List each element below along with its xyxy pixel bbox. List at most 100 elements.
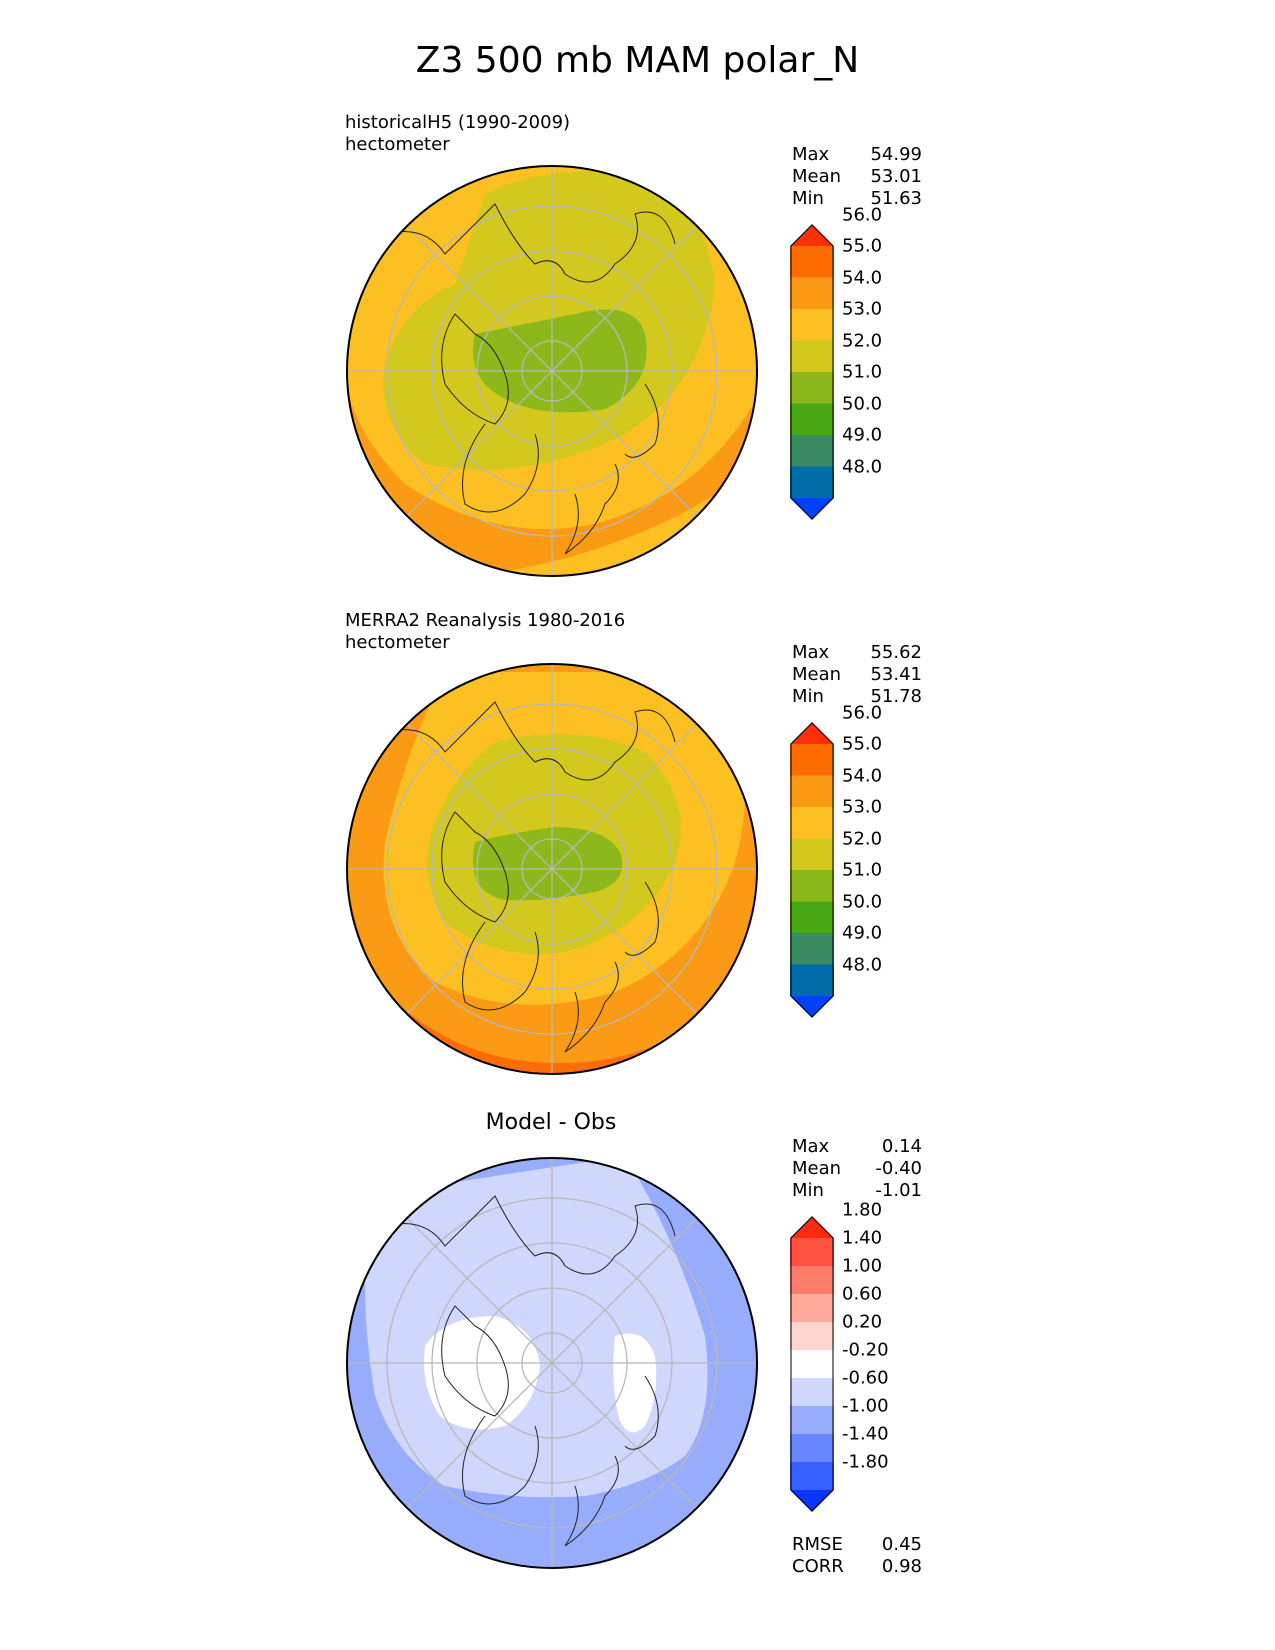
stat-value: -1.01 bbox=[875, 1180, 922, 1201]
colorbar-swatch bbox=[790, 277, 834, 309]
colorbar-swatch bbox=[790, 964, 834, 996]
colorbar-swatch bbox=[790, 403, 834, 435]
colorbar-ticks: 48.0 49.0 50.0 51.0 52.0 53.0 54.0 55.0 56.0 bbox=[842, 702, 922, 1018]
colorbar-swatch bbox=[790, 435, 834, 467]
stats-box: Max 0.14 Mean -0.40 Min -1.01 bbox=[792, 1136, 922, 1202]
colorbar-tick-label: 50.0 bbox=[842, 891, 883, 912]
map-boundary bbox=[346, 1157, 758, 1569]
stat-label: Min bbox=[792, 188, 824, 209]
colorbar-tick-label: 55.0 bbox=[842, 733, 883, 755]
stat-value: 54.99 bbox=[870, 144, 922, 165]
colorbar-swatch bbox=[790, 1350, 834, 1378]
colorbar-swatch bbox=[790, 901, 834, 933]
colorbar-outline bbox=[790, 1216, 834, 1512]
colorbar-tick-label: 55.0 bbox=[842, 235, 883, 257]
graticule bbox=[347, 166, 757, 576]
colorbar-swatch bbox=[790, 498, 834, 520]
colorbar-tick-label: -1.80 bbox=[842, 1451, 889, 1473]
field-band-zero bbox=[424, 1316, 540, 1430]
panel-units: hectometer bbox=[345, 134, 450, 155]
panel-obs: MERRA2 Reanalysis 1980-2016 hectometer M… bbox=[0, 610, 1275, 1090]
colorbar bbox=[790, 224, 834, 520]
panel-units: hectometer bbox=[345, 632, 450, 653]
stat-mean: Mean -0.40 bbox=[792, 1158, 922, 1180]
colorbar-swatch bbox=[790, 1406, 834, 1434]
stat-value: 53.41 bbox=[870, 664, 922, 685]
stat-label: Max bbox=[792, 642, 830, 663]
stats-box: Max 55.62 Mean 53.41 Min 51.78 bbox=[792, 642, 922, 708]
colorbar-tick-label: 56.0 bbox=[842, 702, 883, 723]
colorbar-outline bbox=[790, 224, 834, 520]
colorbar-swatch bbox=[790, 933, 834, 965]
panel-title: Model - Obs bbox=[485, 1110, 617, 1135]
colorbar-tick-label: 52.0 bbox=[842, 330, 883, 351]
figure-title: Z3 500 mb MAM polar_N bbox=[415, 40, 860, 81]
colorbar-tick-label: 1.80 bbox=[842, 1199, 883, 1221]
colorbar-tick-label: 54.0 bbox=[842, 765, 883, 786]
stat-label: RMSE bbox=[792, 1534, 843, 1555]
stat-label: Max bbox=[792, 144, 830, 165]
colorbar-tick-label: 1.00 bbox=[842, 1255, 883, 1277]
colorbar-swatch bbox=[790, 1216, 834, 1238]
panel-title-line: MERRA2 Reanalysis 1980-2016 bbox=[345, 610, 626, 631]
stat-label: CORR bbox=[792, 1556, 844, 1577]
stat-corr: CORR 0.98 bbox=[792, 1556, 922, 1578]
colorbar-swatch bbox=[790, 775, 834, 807]
field-band-52 bbox=[473, 827, 623, 901]
colorbar-swatch bbox=[790, 466, 834, 498]
stat-value: 0.98 bbox=[881, 1556, 922, 1577]
colorbar-tick-label: -0.60 bbox=[842, 1367, 889, 1389]
colorbar-swatch bbox=[790, 744, 834, 776]
colorbar-tick-label: 48.0 bbox=[842, 954, 883, 975]
colorbar-tick-label: 52.0 bbox=[842, 828, 883, 849]
stat-value: 55.62 bbox=[870, 642, 922, 663]
stat-value: 0.14 bbox=[881, 1136, 922, 1157]
colorbar-swatch bbox=[790, 246, 834, 278]
map-boundary bbox=[346, 663, 758, 1075]
stat-rmse: RMSE 0.45 bbox=[792, 1534, 922, 1556]
panel-model: historicalH5 (1990-2009) hectometer Max 5… bbox=[0, 112, 1275, 592]
stat-label: Mean bbox=[792, 1158, 842, 1179]
colorbar-tick-label: 49.0 bbox=[842, 922, 883, 944]
colorbar-tick-label: 48.0 bbox=[842, 456, 883, 477]
colorbar bbox=[790, 722, 834, 1018]
panel-title: MERRA2 Reanalysis 1980-2016 hectometer bbox=[345, 610, 625, 654]
coastlines bbox=[384, 203, 676, 555]
panel-title: historicalH5 (1990-2009) hectometer bbox=[345, 112, 570, 156]
error-stats: RMSE 0.45 CORR 0.98 bbox=[792, 1534, 922, 1578]
colorbar-swatch bbox=[790, 1490, 834, 1512]
stat-min: Min 51.78 bbox=[792, 686, 922, 708]
stat-value: 51.78 bbox=[870, 686, 922, 707]
stat-value: 51.63 bbox=[870, 188, 922, 209]
colorbar-swatch bbox=[790, 996, 834, 1018]
colorbar-swatch bbox=[790, 1378, 834, 1406]
colorbar bbox=[790, 1216, 834, 1512]
colorbar-swatch bbox=[790, 1294, 834, 1322]
colorbar-tick-label: 51.0 bbox=[842, 361, 883, 383]
colorbar-tick-label: 49.0 bbox=[842, 424, 883, 446]
colorbar-ticks: 48.0 49.0 50.0 51.0 52.0 53.0 54.0 55.0 56.0 bbox=[842, 204, 922, 520]
colorbar-tick-label: 0.20 bbox=[842, 1311, 883, 1333]
colorbar-swatch bbox=[790, 224, 834, 246]
stat-max: Max 54.99 bbox=[792, 144, 922, 166]
stat-min: Min -1.01 bbox=[792, 1180, 922, 1202]
stat-max: Max 55.62 bbox=[792, 642, 922, 664]
colorbar-swatch bbox=[790, 1434, 834, 1462]
colorbar-tick-label: 54.0 bbox=[842, 267, 883, 288]
stat-value: 0.45 bbox=[881, 1534, 922, 1555]
polar-map-model bbox=[346, 165, 758, 577]
colorbar-swatch bbox=[790, 722, 834, 744]
coastlines bbox=[384, 701, 676, 1053]
colorbar-ticks: -1.80 -1.40 -1.00 -0.60 -0.20 0.20 0.60 1.00 1.4… bbox=[842, 1200, 922, 1512]
colorbar-tick-label: 51.0 bbox=[842, 859, 883, 881]
colorbar-tick-label: -1.00 bbox=[842, 1395, 889, 1417]
stat-max: Max 0.14 bbox=[792, 1136, 922, 1158]
stat-label: Mean bbox=[792, 664, 842, 685]
colorbar-swatch bbox=[790, 1462, 834, 1490]
stat-value: -0.40 bbox=[875, 1158, 922, 1179]
panel-diff: Model - Obs Max 0.14 Mean -0.40 Min -1.01 - bbox=[0, 1110, 1275, 1590]
colorbar-tick-label: 1.40 bbox=[842, 1227, 883, 1249]
colorbar-tick-label: 53.0 bbox=[842, 298, 883, 320]
stat-mean: Mean 53.41 bbox=[792, 664, 922, 686]
colorbar-swatch bbox=[790, 309, 834, 341]
